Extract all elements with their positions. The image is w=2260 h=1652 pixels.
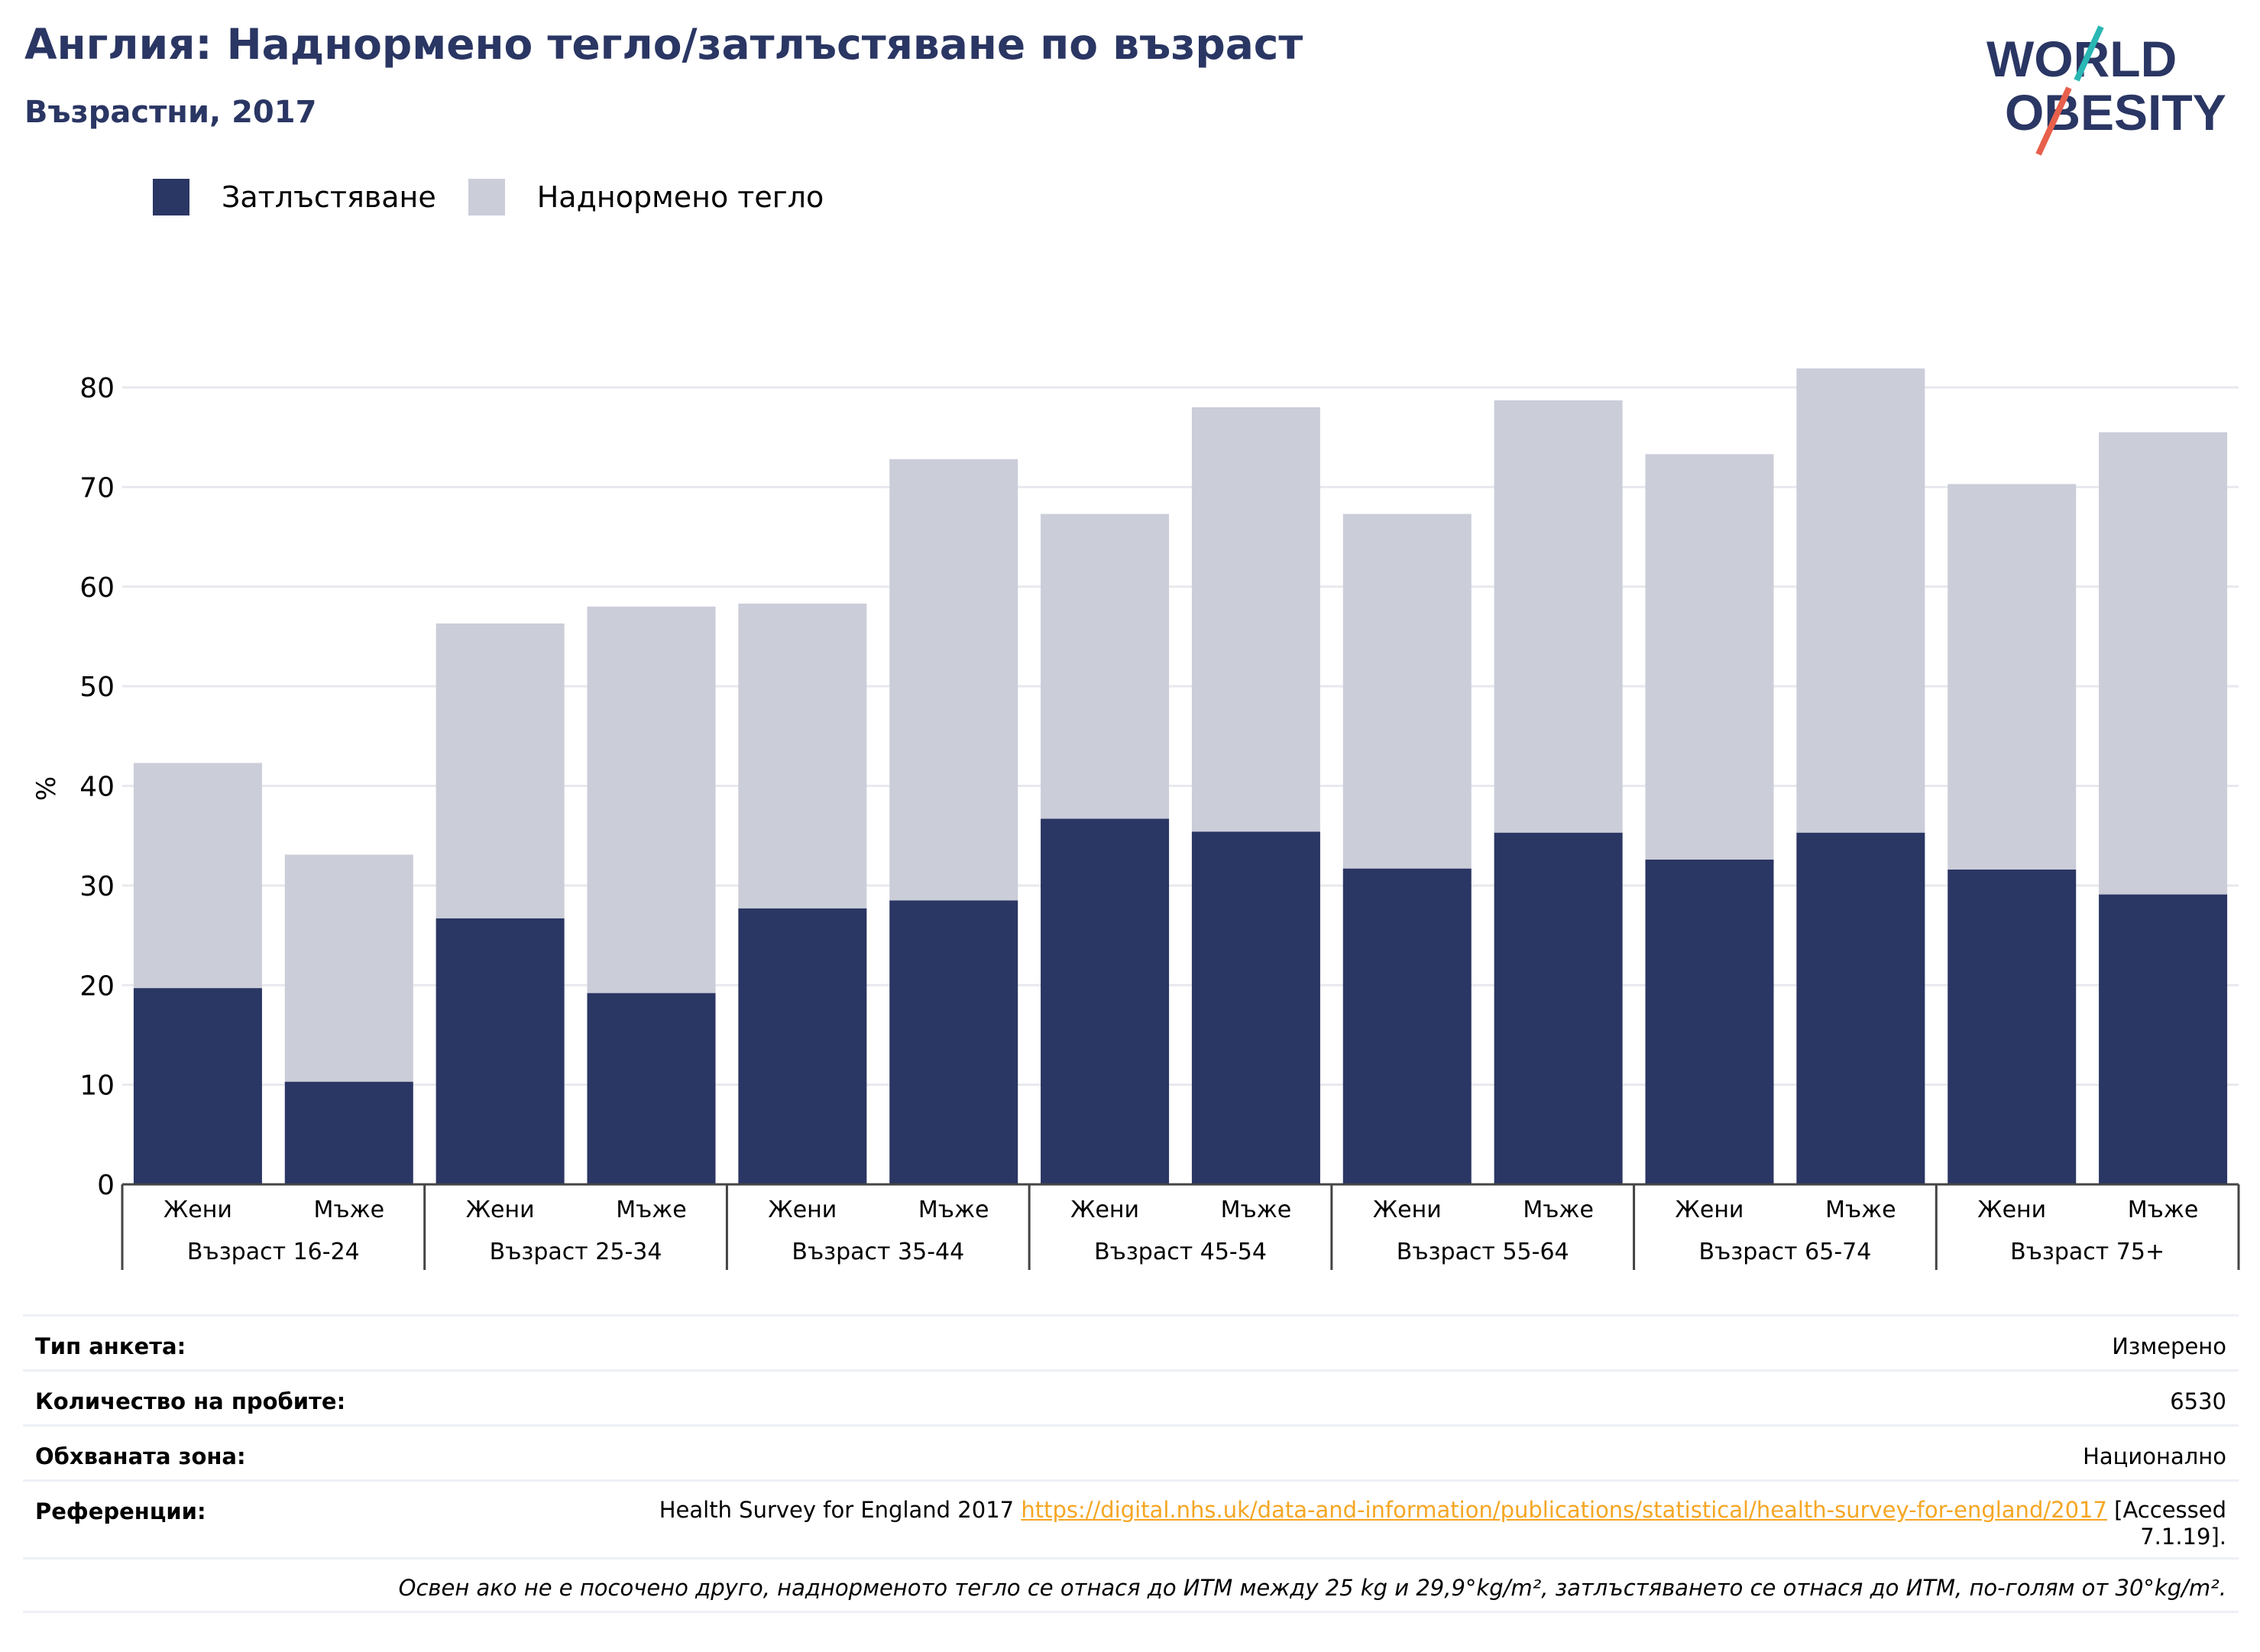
x-group-label: Възраст 35-44 bbox=[792, 1239, 964, 1265]
logo-line1: WORLD bbox=[1986, 31, 2177, 87]
bar-obesity bbox=[1796, 832, 1925, 1184]
references-link[interactable]: https://digital.nhs.uk/data-and-informat… bbox=[1021, 1497, 2107, 1523]
x-tick-label: Жени bbox=[768, 1197, 837, 1223]
bmi-definition-note: Освен ако не е посочено друго, наднормен… bbox=[398, 1575, 2226, 1601]
survey-type-value: Измерено bbox=[2112, 1333, 2226, 1359]
info-table: Тип анкета: Измерено Количество на проби… bbox=[23, 1314, 2239, 1613]
bar-obesity bbox=[1645, 859, 1774, 1184]
info-row-area: Обхваната зона: Национално bbox=[23, 1424, 2239, 1479]
references-suffix-2: 7.1.19]. bbox=[2140, 1524, 2226, 1550]
area-value: Национално bbox=[2083, 1443, 2226, 1469]
bar-overweight bbox=[889, 458, 1018, 901]
y-axis-label: % bbox=[31, 776, 62, 801]
x-tick-label: Мъже bbox=[918, 1197, 989, 1223]
y-tick-label: 80 bbox=[79, 373, 115, 404]
bar-overweight bbox=[587, 606, 716, 993]
stacked-bar-chart: 0 10 20 30 40 50 60 70 80% Жени Мъже Възраст 16-24 Ж… bbox=[31, 368, 2240, 1270]
bar-overweight bbox=[1191, 407, 1320, 832]
page-subtitle: Възрастни, 2017 bbox=[24, 95, 317, 130]
legend-label-overweight: Наднормено тегло bbox=[536, 180, 824, 214]
bar-obesity bbox=[2099, 894, 2228, 1184]
bar-obesity bbox=[284, 1081, 413, 1184]
info-row-sample-size: Количество на пробите: 6530 bbox=[23, 1369, 2239, 1424]
bar-obesity bbox=[1948, 870, 2077, 1184]
references-text: Health Survey for England 2017 bbox=[659, 1497, 1015, 1523]
x-tick-label: Мъже bbox=[2128, 1197, 2199, 1223]
info-row-references: Референции: Health Survey for England 20… bbox=[23, 1479, 2239, 1557]
chart-legend: Затлъстяване Наднормено тегло bbox=[153, 176, 856, 219]
page-title: Англия: Наднормено тегло/затлъстяване по… bbox=[24, 20, 1303, 69]
y-tick-label: 60 bbox=[79, 572, 115, 604]
bar-obesity bbox=[1342, 868, 1472, 1184]
y-tick-label: 40 bbox=[79, 772, 115, 803]
x-tick-label: Жени bbox=[1070, 1197, 1139, 1223]
sample-size-label: Количество на пробите: bbox=[35, 1388, 346, 1414]
bar-overweight bbox=[1494, 400, 1623, 833]
x-group-label: Възраст 25-34 bbox=[490, 1239, 662, 1265]
bar-obesity bbox=[1494, 832, 1623, 1184]
bar-overweight bbox=[133, 763, 262, 989]
x-group-label: Възраст 55-64 bbox=[1397, 1239, 1569, 1265]
x-tick-label: Мъже bbox=[1825, 1197, 1896, 1223]
bar-overweight bbox=[1948, 484, 2077, 870]
bar-obesity bbox=[435, 918, 565, 1184]
references-label: Референции: bbox=[35, 1498, 206, 1524]
legend-swatch-overweight bbox=[468, 179, 505, 215]
y-tick-label: 30 bbox=[79, 871, 115, 902]
info-note-row: Освен ако не е посочено друго, наднормен… bbox=[23, 1557, 2239, 1613]
bar-overweight bbox=[738, 603, 867, 909]
x-tick-label: Мъже bbox=[313, 1197, 384, 1223]
info-row-survey-type: Тип анкета: Измерено bbox=[23, 1314, 2239, 1369]
x-group-label: Възраст 75+ bbox=[2010, 1239, 2164, 1265]
legend-swatch-obesity bbox=[153, 179, 189, 215]
x-tick-label: Мъже bbox=[616, 1197, 687, 1223]
y-tick-label: 50 bbox=[79, 672, 115, 703]
x-group-label: Възраст 65-74 bbox=[1699, 1239, 1872, 1265]
bar-overweight bbox=[284, 854, 413, 1082]
logo-slash-teal bbox=[2074, 25, 2104, 82]
references-value: Health Survey for England 2017 https://d… bbox=[659, 1497, 2226, 1550]
x-tick-label: Жени bbox=[1977, 1197, 2046, 1223]
x-group-label: Възраст 16-24 bbox=[187, 1239, 360, 1265]
bar-obesity bbox=[889, 900, 1018, 1184]
logo-line2: OBESITY bbox=[2005, 84, 2226, 141]
bar-overweight bbox=[1342, 513, 1472, 869]
bar-obesity bbox=[133, 988, 262, 1184]
logo-slash-red bbox=[2035, 86, 2072, 156]
area-label: Обхваната зона: bbox=[35, 1443, 246, 1469]
y-tick-label: 70 bbox=[79, 472, 115, 504]
x-tick-label: Жени bbox=[1373, 1197, 1442, 1223]
x-tick-label: Жени bbox=[164, 1197, 232, 1223]
x-group-label: Възраст 45-54 bbox=[1094, 1239, 1267, 1265]
survey-type-label: Тип анкета: bbox=[35, 1333, 186, 1359]
x-tick-label: Жени bbox=[1676, 1197, 1744, 1223]
bar-overweight bbox=[2099, 432, 2228, 895]
bar-overweight bbox=[435, 623, 565, 918]
bar-obesity bbox=[1041, 818, 1170, 1184]
bar-overweight bbox=[1645, 454, 1774, 860]
x-tick-label: Мъже bbox=[1523, 1197, 1594, 1223]
legend-label-obesity: Затлъстяване bbox=[222, 180, 436, 214]
x-tick-label: Мъже bbox=[1221, 1197, 1292, 1223]
bar-obesity bbox=[1191, 831, 1320, 1184]
bar-overweight bbox=[1796, 368, 1925, 833]
world-obesity-logo: WORLD OBESITY bbox=[1986, 25, 2226, 156]
bar-obesity bbox=[587, 993, 716, 1184]
sample-size-value: 6530 bbox=[2170, 1388, 2226, 1414]
x-tick-label: Жени bbox=[466, 1197, 535, 1223]
y-tick-label: 20 bbox=[79, 970, 115, 1002]
references-suffix-1: [Accessed bbox=[2114, 1497, 2226, 1523]
bar-overweight bbox=[1041, 513, 1170, 819]
bar-obesity bbox=[738, 908, 867, 1184]
y-tick-label: 0 bbox=[97, 1170, 115, 1201]
y-tick-label: 10 bbox=[79, 1071, 115, 1102]
